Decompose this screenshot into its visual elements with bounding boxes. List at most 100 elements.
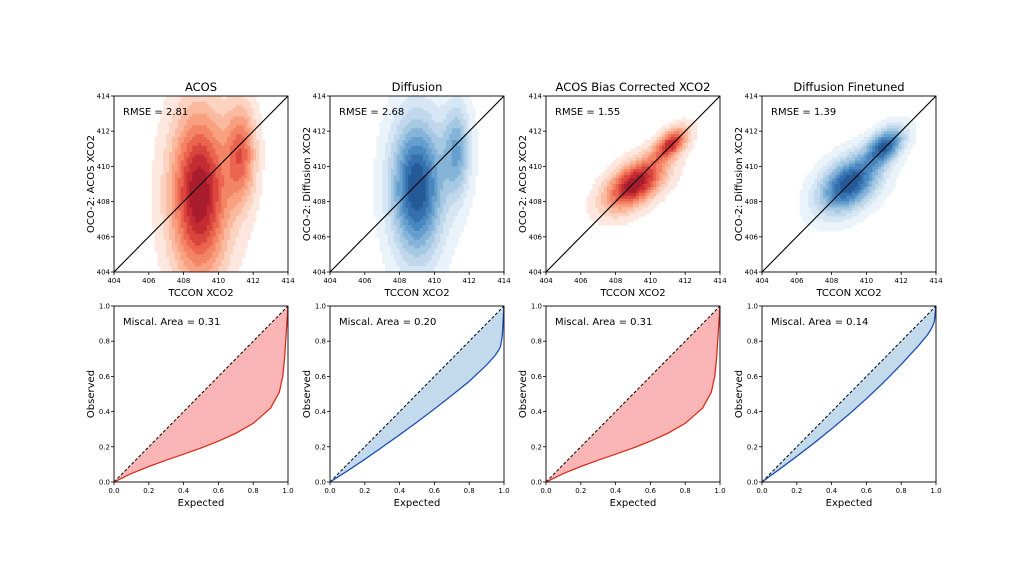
density-cell <box>232 189 237 194</box>
density-cell <box>189 166 193 170</box>
density-cell <box>396 248 400 252</box>
density-cell <box>177 245 182 249</box>
density-cell <box>615 160 619 164</box>
density-cell <box>189 160 193 164</box>
density-cell <box>443 148 447 153</box>
density-cell <box>466 96 470 100</box>
density-cell <box>411 166 415 170</box>
density-cell <box>454 192 458 197</box>
density-cell <box>428 248 432 252</box>
density-cell <box>414 148 418 153</box>
density-cell <box>621 216 625 220</box>
density-cell <box>221 186 225 191</box>
density-cell <box>630 181 634 185</box>
density-cell <box>691 142 695 147</box>
density-cell <box>472 137 476 141</box>
density-cell <box>160 204 164 208</box>
density-cell <box>192 245 196 249</box>
density-cell <box>653 195 657 200</box>
density-cell <box>151 169 155 173</box>
density-cell <box>431 225 435 229</box>
density-cell <box>878 131 882 135</box>
density-cell <box>402 210 406 214</box>
density-cell <box>437 210 441 214</box>
density-cell <box>851 137 856 141</box>
density-cell <box>437 104 441 109</box>
density-cell <box>379 248 383 252</box>
density-cell <box>682 137 686 141</box>
density-cell <box>635 148 640 153</box>
density-cell <box>215 257 219 261</box>
density-cell <box>163 110 167 114</box>
density-cell <box>402 98 406 103</box>
density-cell <box>440 266 444 270</box>
density-cell <box>259 169 263 173</box>
density-cell <box>250 101 254 106</box>
density-cell <box>221 257 225 261</box>
density-cell <box>408 204 412 208</box>
density-cell <box>457 207 461 211</box>
density-cell <box>151 166 155 170</box>
density-cell <box>440 195 444 200</box>
density-cell <box>615 172 619 176</box>
density-cell <box>460 178 464 182</box>
density-cell <box>157 257 161 261</box>
density-cell <box>414 181 418 185</box>
density-cell <box>203 160 208 164</box>
density-cell <box>235 104 240 109</box>
density-cell <box>218 225 222 229</box>
density-cell <box>448 189 453 194</box>
density-cell <box>209 181 213 185</box>
density-cell <box>177 266 182 270</box>
density-cell <box>241 157 245 161</box>
density-cell <box>428 154 432 158</box>
density-cell <box>186 213 190 217</box>
density-cell <box>912 125 917 129</box>
density-cell <box>232 131 237 135</box>
density-cell <box>405 254 409 258</box>
density-cell <box>232 128 237 132</box>
density-cell <box>417 175 421 179</box>
density-cell <box>408 242 412 246</box>
density-cell <box>203 189 208 194</box>
density-cell <box>166 160 170 164</box>
density-cell <box>472 128 476 132</box>
axes-frame <box>545 95 721 273</box>
density-cell <box>151 192 155 197</box>
density-cell <box>224 134 228 138</box>
density-cell <box>373 178 377 182</box>
density-cell <box>627 178 631 182</box>
density-cell <box>472 157 476 161</box>
density-cell <box>451 160 456 164</box>
density-cell <box>408 104 412 109</box>
density-cell <box>224 178 228 182</box>
density-cell <box>209 96 213 100</box>
density-cell <box>215 219 219 223</box>
density-cell <box>673 184 677 188</box>
density-cell <box>606 222 611 226</box>
density-cell <box>425 192 429 197</box>
density-cell <box>393 151 398 156</box>
density-cell <box>385 116 389 120</box>
density-cell <box>215 230 219 235</box>
density-cell <box>192 166 196 170</box>
density-cell <box>227 186 231 191</box>
density-cell <box>428 236 432 241</box>
density-cell <box>624 151 628 156</box>
density-cell <box>215 242 219 246</box>
density-cell <box>650 198 654 202</box>
density-cell <box>390 110 395 114</box>
density-cell <box>907 128 911 132</box>
density-cell <box>230 239 234 244</box>
density-cell <box>463 178 467 182</box>
density-cell <box>232 96 237 100</box>
density-cell <box>396 140 400 144</box>
density-cell <box>235 230 240 235</box>
density-cell <box>163 148 167 153</box>
density-cell <box>388 134 392 138</box>
density-cell <box>180 195 184 200</box>
density-cell <box>189 222 193 226</box>
density-cell <box>215 251 219 255</box>
density-cell <box>638 192 643 197</box>
density-cell <box>218 122 222 126</box>
